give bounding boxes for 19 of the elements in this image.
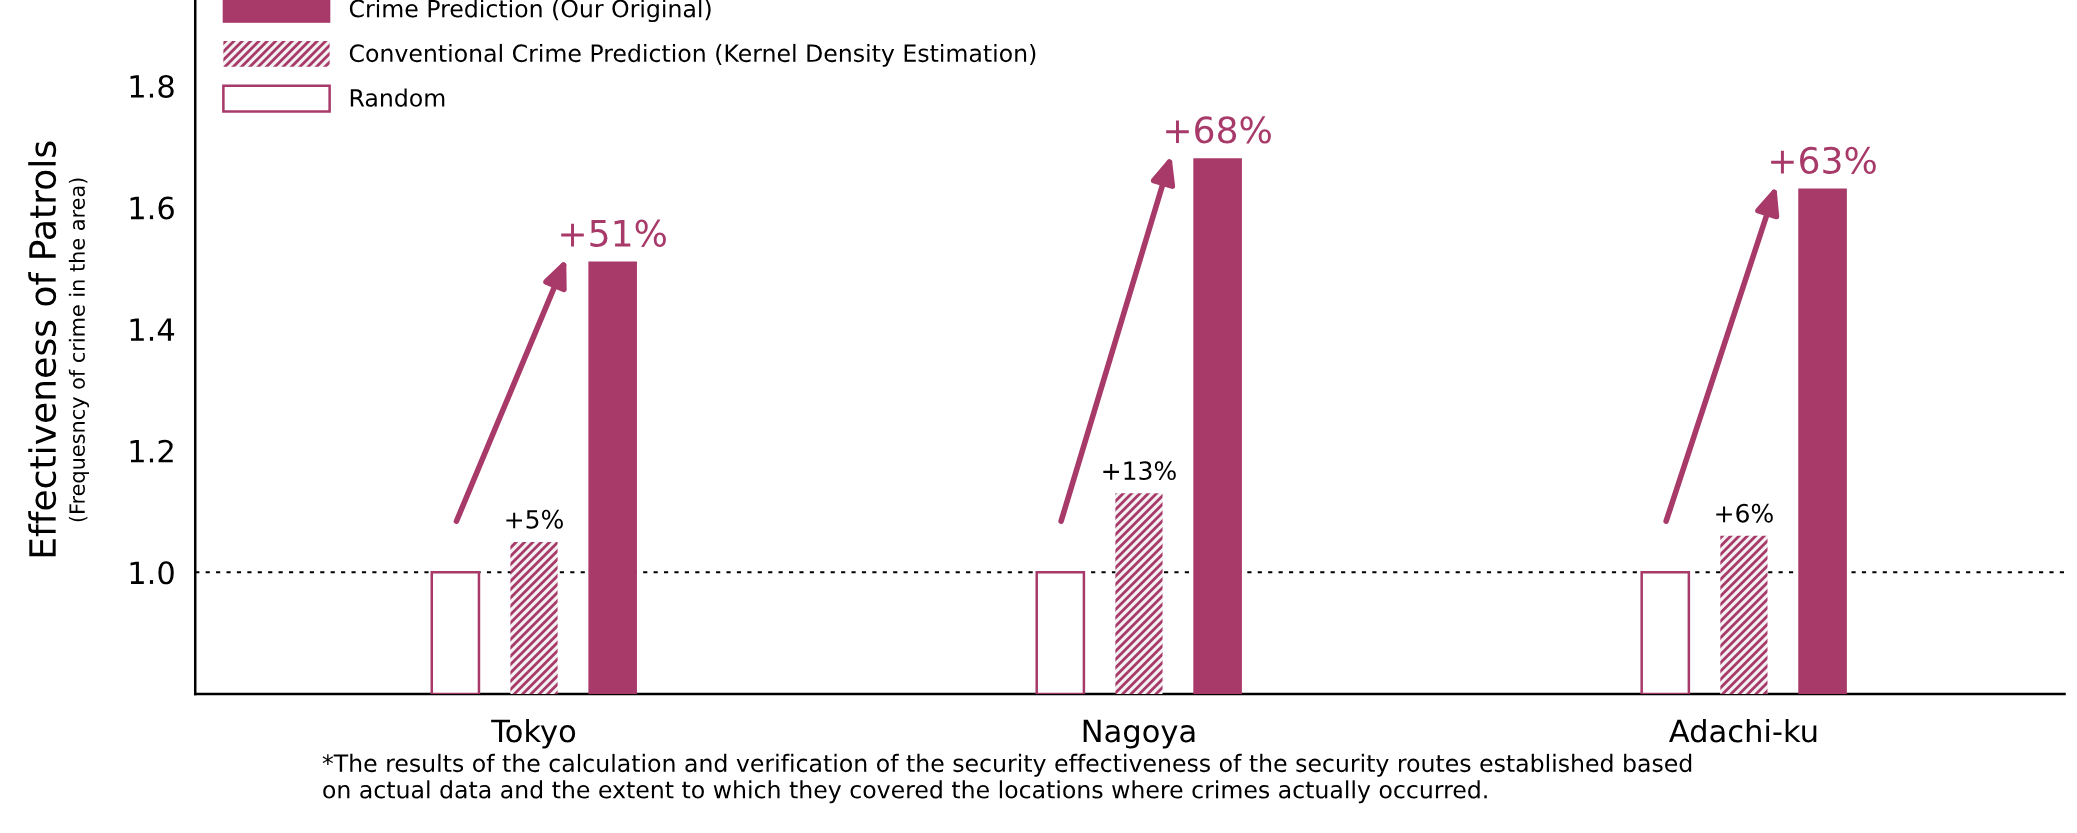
- text: *The results of the calculation and verification of the security effectiveness of the security routes established based on actual data and the extent to which they covered the locations where crimes actually occurred.: [322, 753, 1692, 804]
- annotation: +6%: [1716, 503, 1773, 523]
- legend-label: Random: [350, 88, 445, 107]
- y-tick-label: 1.8: [130, 74, 174, 98]
- y-tick-label: 1.6: [130, 196, 174, 220]
- annotation: +5%: [506, 509, 563, 529]
- y-tick-label: 1.2: [130, 439, 173, 463]
- x-tick-label: Tokyo: [491, 718, 576, 749]
- x-tick-label: Nagoya: [1083, 719, 1195, 749]
- y-tick-label: 1.4: [130, 318, 175, 341]
- y-tick-label: 1.0: [130, 561, 174, 585]
- annotation: +68%: [1166, 116, 1271, 144]
- annotation: +13%: [1103, 461, 1176, 481]
- annotation: +51%: [561, 219, 666, 247]
- legend-label: Crime Prediction (Our Original): [349, 0, 711, 23]
- annotation: +63%: [1771, 146, 1876, 174]
- legend-label: Conventional Crime Prediction (Kernel Density Estimation): [349, 43, 1036, 67]
- y-axis-title: Effectiveness of Patrols (Frequesncy of crime in the area): [28, 141, 90, 557]
- x-tick-label: Adachi-ku: [1669, 718, 1817, 743]
